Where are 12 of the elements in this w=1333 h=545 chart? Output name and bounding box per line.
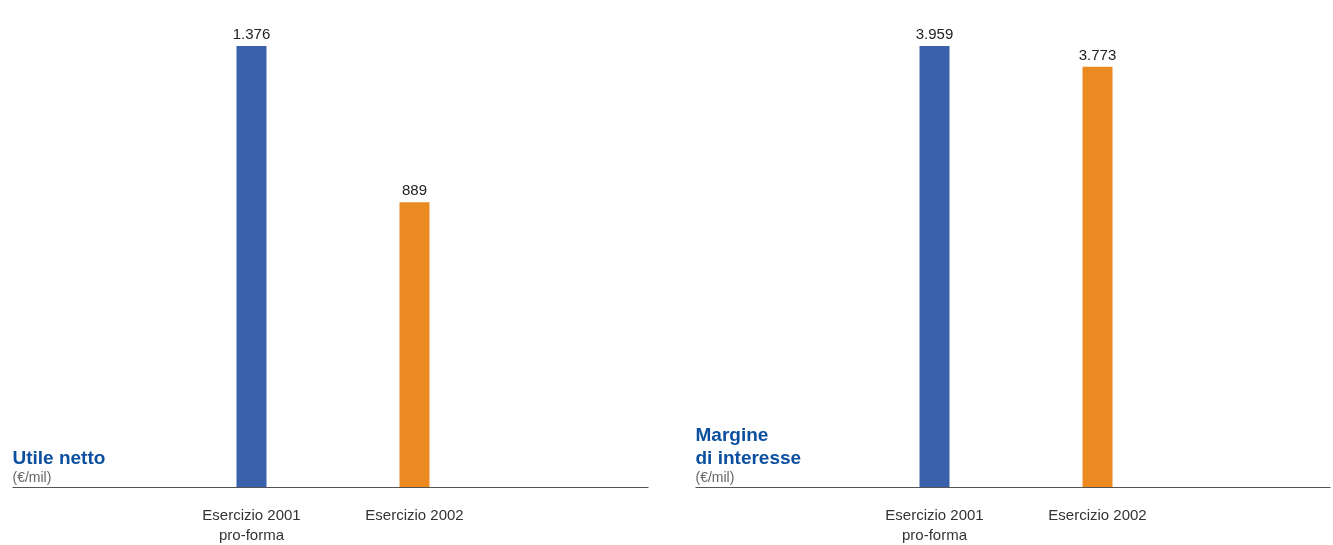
data-label: 1.376 xyxy=(232,24,271,42)
text: Utile netto xyxy=(12,446,106,468)
y-axis-title: (€/mil) xyxy=(12,468,52,485)
data-label: 3.773 xyxy=(1078,45,1117,63)
x-tick-label: Esercizio 2001 pro-forma xyxy=(885,505,984,543)
x-tick-label: Esercizio 2001 pro-forma xyxy=(202,505,301,543)
x-tick-label: Esercizio 2002 xyxy=(1048,505,1147,523)
data-label: 3.959 xyxy=(915,24,954,42)
text: Margine di interesse xyxy=(695,424,802,468)
y-axis-title: (€/mil) xyxy=(695,468,735,485)
data-label: 889 xyxy=(401,181,428,199)
x-tick-label: Esercizio 2002 xyxy=(365,505,464,523)
